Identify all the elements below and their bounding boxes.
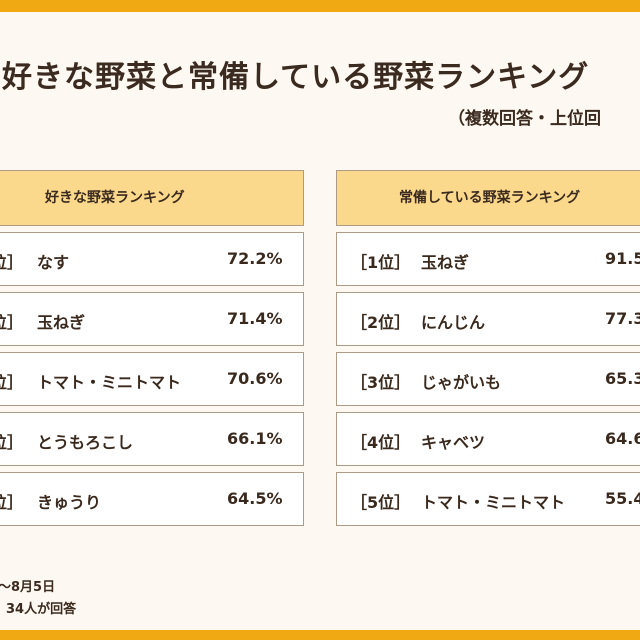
percentage-value: 71.4% [227, 309, 283, 328]
vegetable-name: トマト・ミニトマト [37, 373, 182, 392]
rank-label: ［5位］ [351, 493, 411, 512]
rank-label: ［3位］ [351, 373, 411, 392]
table-row: ［5位］ トマト・ミニトマト 55.4 [336, 472, 640, 526]
rank-label: 位］ [0, 373, 24, 392]
top-accent-bar [0, 0, 640, 12]
table-row: ［4位］ キャベツ 64.6 [336, 412, 640, 466]
table-row: 位］ トマト・ミニトマト 70.6% [0, 352, 304, 406]
respondent-count-note: 34人が回答 [6, 602, 77, 617]
vegetable-name: トマト・ミニトマト [421, 493, 566, 512]
vegetable-name: キャベツ [421, 433, 486, 452]
vegetable-name: にんじん [421, 313, 486, 332]
percentage-value: 64.5% [227, 489, 283, 508]
vegetable-name: 玉ねぎ [37, 313, 86, 332]
percentage-value: 72.2% [227, 249, 283, 268]
table-row: 位］ とうもろこし 66.1% [0, 412, 304, 466]
rank-label: 位］ [0, 253, 24, 272]
table-row: 位］ なす 72.2% [0, 232, 304, 286]
vegetable-name: なす [37, 253, 70, 272]
survey-period-note: 〜8月5日 [0, 580, 56, 595]
rank-label: ［4位］ [351, 433, 411, 452]
bottom-accent-bar [0, 630, 640, 640]
page-title: 好きな野菜と常備している野菜ランキング [2, 60, 590, 95]
percentage-value: 66.1% [227, 429, 283, 448]
favorite-table-header: 好きな野菜ランキング [0, 170, 304, 226]
rank-label: 位］ [0, 493, 24, 512]
vegetable-name: とうもろこし [37, 433, 134, 452]
vegetable-name: きゅうり [37, 493, 102, 512]
percentage-value: 64.6 [605, 429, 640, 448]
table-row: ［1位］ 玉ねぎ 91.5 [336, 232, 640, 286]
percentage-value: 65.3 [605, 369, 640, 388]
rank-label: 位］ [0, 313, 24, 332]
page-subtitle: （複数回答・上位回 [448, 109, 601, 129]
percentage-value: 70.6% [227, 369, 283, 388]
rank-label: ［2位］ [351, 313, 411, 332]
favorite-vegetables-table: 好きな野菜ランキング 位］ なす 72.2% 位］ 玉ねぎ 71.4% 位］ ト… [0, 170, 304, 526]
percentage-value: 77.3 [605, 309, 640, 328]
stocked-table-header: 常備している野菜ランキング [336, 170, 640, 226]
table-row: ［3位］ じゃがいも 65.3 [336, 352, 640, 406]
rank-label: ［1位］ [351, 253, 411, 272]
table-row: 位］ 玉ねぎ 71.4% [0, 292, 304, 346]
vegetable-name: じゃがいも [421, 373, 502, 392]
percentage-value: 55.4 [605, 489, 640, 508]
stocked-vegetables-table: 常備している野菜ランキング ［1位］ 玉ねぎ 91.5 ［2位］ にんじん 77… [336, 170, 640, 526]
rank-label: 位］ [0, 433, 24, 452]
table-row: ［2位］ にんじん 77.3 [336, 292, 640, 346]
percentage-value: 91.5 [605, 249, 640, 268]
vegetable-name: 玉ねぎ [421, 253, 470, 272]
table-row: 位］ きゅうり 64.5% [0, 472, 304, 526]
